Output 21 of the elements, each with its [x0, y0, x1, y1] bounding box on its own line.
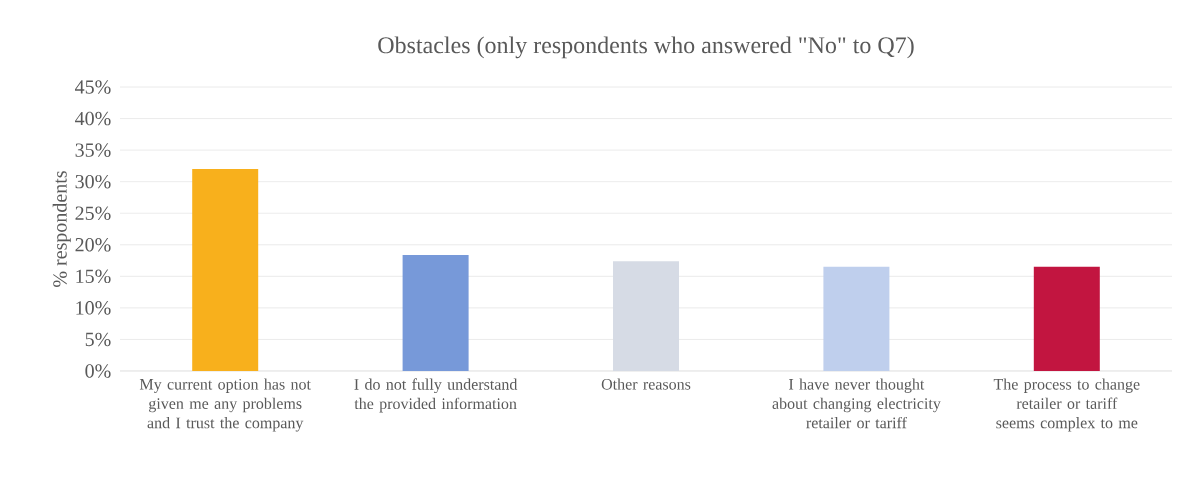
y-tick-label: 5%: [85, 332, 111, 347]
y-tick-label: 15%: [76, 269, 111, 284]
y-tick-label: 10%: [76, 301, 111, 315]
bar: [823, 266, 890, 371]
x-tick-label: I do not fully understand the provided information: [354, 378, 518, 413]
x-tick-label: The process to change retailer or tariff seems complex to me: [993, 378, 1140, 432]
y-tick-label: 0%: [85, 364, 111, 378]
y-axis-title: % respondents: [52, 171, 71, 287]
y-tick-label: 20%: [75, 238, 111, 252]
bar: [1033, 266, 1100, 371]
x-tick-label: My current option has not given me any problems and I trust the company: [139, 378, 311, 432]
x-tick-label: Other reasons: [601, 378, 691, 390]
y-tick-label: 35%: [75, 143, 111, 157]
bar: [402, 254, 469, 371]
y-tick-label: 25%: [75, 206, 111, 221]
chart-title: Obstacles (only respondents who answered "No" to Q7): [378, 36, 914, 59]
y-tick-label: 30%: [75, 174, 111, 189]
x-tick-label: I have never thought about changing electricity retailer or tariff: [772, 378, 941, 429]
y-tick-label: 40%: [75, 111, 111, 126]
bar: [192, 169, 259, 371]
y-tick-label: 45%: [75, 80, 111, 94]
